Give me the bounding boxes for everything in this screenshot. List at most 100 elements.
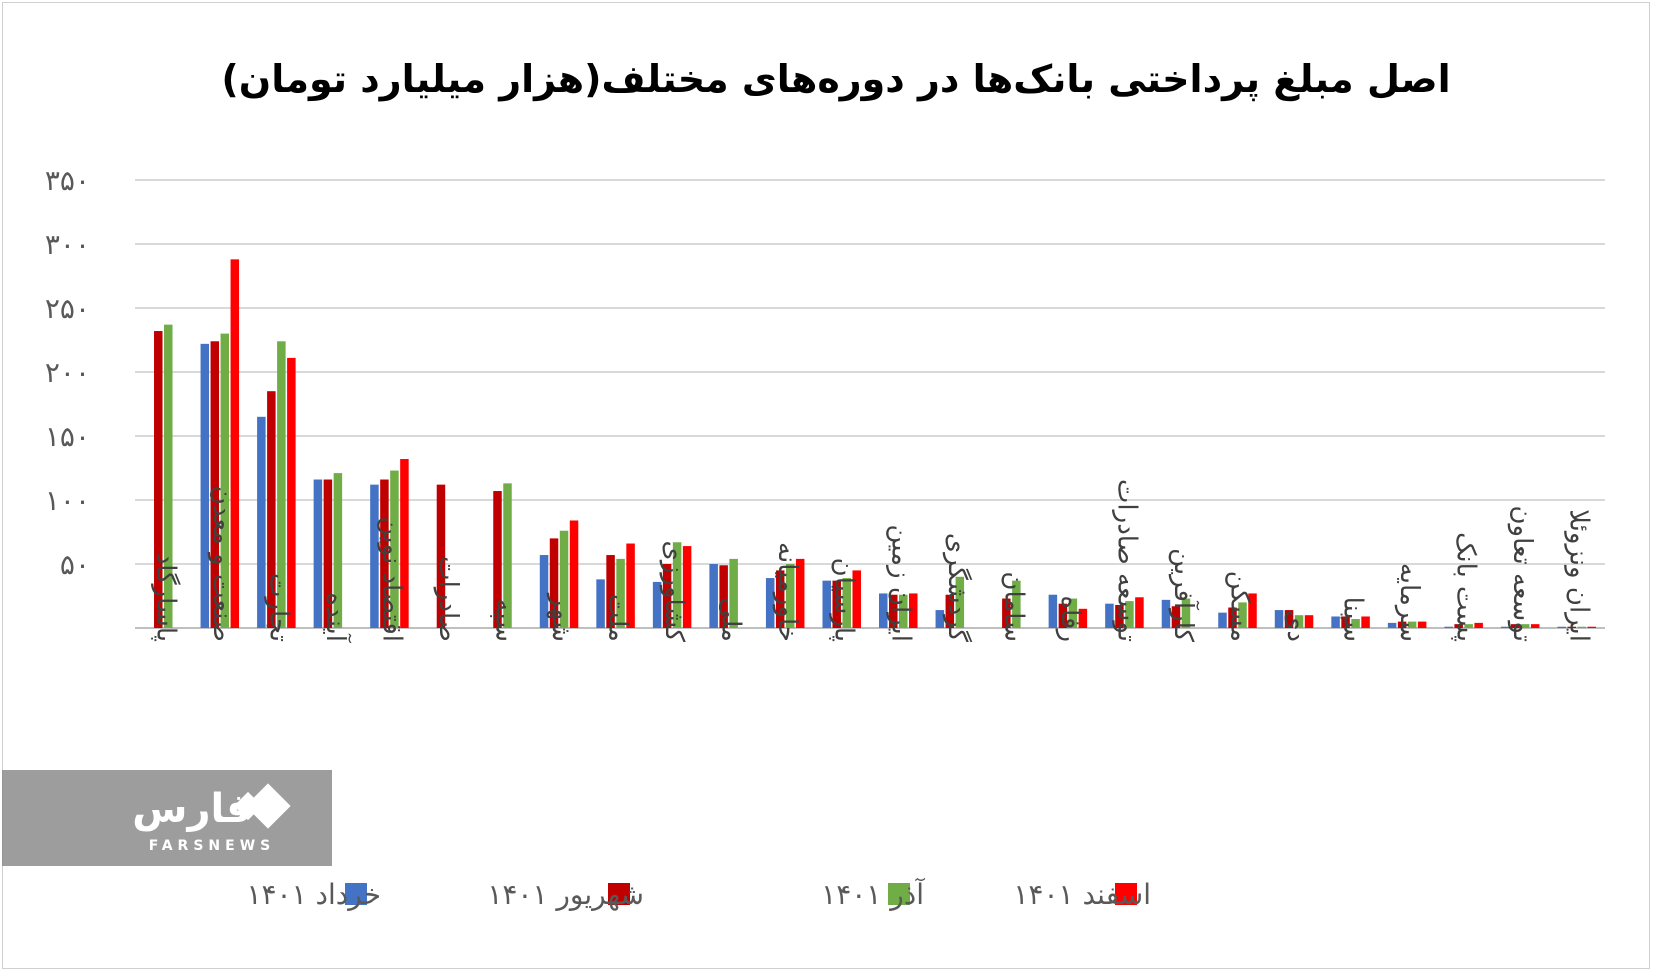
bar-9-0 (652, 581, 662, 628)
watermark-logo-text: فارس (132, 786, 251, 832)
bar-13-3 (909, 593, 918, 628)
category-label: شهر (546, 592, 576, 642)
bar-14-2 (955, 576, 965, 628)
category-label: مسکن (1225, 571, 1255, 642)
category-label: صنعت و معدن (207, 486, 237, 642)
bar-1-1 (210, 341, 220, 628)
bar-19-2 (1238, 602, 1247, 628)
bar-13-0 (879, 593, 888, 628)
bar-8-1 (606, 555, 615, 628)
bar-19-0 (1218, 612, 1227, 628)
bar-13-2 (899, 594, 908, 628)
bar-7-0 (539, 555, 549, 628)
bar-23-0 (1444, 626, 1453, 628)
legend-label: شهریور ۱۴۰۱ (487, 878, 644, 911)
bar-20-2 (1294, 615, 1304, 628)
bar-11-3 (795, 558, 805, 628)
y-tick-label: ۵۰ (60, 548, 90, 581)
bar-20-3 (1304, 615, 1314, 628)
bar-1-3 (230, 259, 240, 628)
category-label: رفاه (1055, 595, 1085, 642)
bar-12-3 (852, 570, 861, 628)
bar-7-3 (569, 520, 579, 628)
category-label: سینا (1338, 597, 1368, 642)
bar-16-2 (1068, 598, 1078, 628)
bars-layer (154, 259, 1596, 628)
category-label: تجارت (263, 573, 293, 642)
category-label: کارآفرین (1168, 548, 1200, 643)
legend: خرداد ۱۴۰۱ شهریور ۱۴۰۱ آذر ۱۴۰۱ اسفند ۱۴۰۱ (246, 878, 1151, 911)
bar-17-3 (1135, 597, 1144, 628)
bar-14-1 (945, 594, 955, 628)
legend-label: آذر ۱۴۰۱ (821, 878, 925, 911)
legend-swatch (608, 883, 630, 905)
bar-23-2 (1464, 624, 1473, 628)
bar-17-2 (1125, 601, 1134, 628)
bar-9-3 (682, 546, 692, 628)
category-label: توسعه تعاون (1507, 505, 1537, 642)
bar-10-1 (719, 565, 728, 628)
bar-11-0 (765, 578, 775, 628)
legend-label: اسفند ۱۴۰۱ (1013, 878, 1151, 911)
category-label: توسعه صادرات (1111, 479, 1141, 642)
category-label: پاسارگاد (150, 553, 181, 642)
bar-20-0 (1274, 610, 1284, 628)
bar-3-1 (323, 479, 333, 628)
bar-18-1 (1171, 606, 1181, 628)
category-label: ملت (603, 594, 633, 642)
bar-6-2 (503, 483, 512, 628)
bar-17-1 (1115, 604, 1124, 628)
bar-12-0 (822, 580, 831, 628)
category-label: ملی (716, 598, 746, 642)
bar-22-0 (1387, 622, 1397, 628)
bar-4-0 (370, 484, 379, 628)
bar-4-3 (400, 459, 409, 628)
bar-10-2 (729, 558, 738, 628)
bar-5-1 (436, 484, 446, 628)
bar-12-1 (832, 580, 841, 628)
bar-2-1 (267, 391, 276, 628)
bar-24-0 (1500, 626, 1510, 628)
category-label: آینده (320, 592, 352, 643)
category-label: کشاورزی (659, 540, 689, 642)
category-label: خاورمیانه (772, 542, 802, 642)
bar-18-2 (1181, 598, 1191, 628)
legend-label: خرداد ۱۴۰۱ (246, 878, 381, 911)
y-tick-label: ۳۰۰ (45, 228, 90, 261)
y-tick-label: ۲۰۰ (45, 356, 90, 389)
bar-22-2 (1407, 621, 1417, 628)
bar-19-3 (1248, 593, 1257, 628)
bar-25-0 (1557, 626, 1566, 628)
legend-swatch (345, 883, 367, 905)
bar-15-1 (1002, 598, 1011, 628)
bar-21-3 (1361, 616, 1370, 628)
bar-12-2 (842, 578, 851, 628)
bar-21-0 (1331, 616, 1340, 628)
bar-25-1 (1567, 626, 1576, 628)
bar-1-2 (220, 333, 230, 628)
bar-23-1 (1454, 624, 1463, 628)
bar-10-0 (709, 564, 718, 628)
bar-7-1 (549, 538, 559, 628)
bar-24-2 (1520, 624, 1530, 628)
category-label: پارسیان (829, 558, 859, 642)
bar-8-2 (616, 558, 625, 628)
bar-9-1 (662, 564, 672, 628)
bar-11-2 (785, 564, 795, 628)
farsnews-watermark: فارس FARSNEWS (2, 770, 332, 866)
y-tick-label: ۳۵۰ (45, 164, 90, 197)
category-label: پست بانک (1451, 532, 1481, 642)
bar-23-3 (1474, 622, 1483, 628)
bar-25-3 (1587, 626, 1596, 628)
bar-9-2 (672, 542, 682, 628)
bar-3-0 (313, 479, 323, 628)
bar-16-1 (1058, 603, 1068, 628)
bar-24-3 (1530, 624, 1540, 628)
category-labels: پاسارگاد صنعت و معدن تجارت آینده اقتصاد نوین… (150, 479, 1593, 644)
bar-15-2 (1012, 580, 1021, 628)
y-tick-label: ۱۵۰ (45, 420, 90, 453)
bar-24-1 (1510, 624, 1520, 628)
legend-swatch (1115, 883, 1137, 905)
legend-swatch (888, 883, 910, 905)
